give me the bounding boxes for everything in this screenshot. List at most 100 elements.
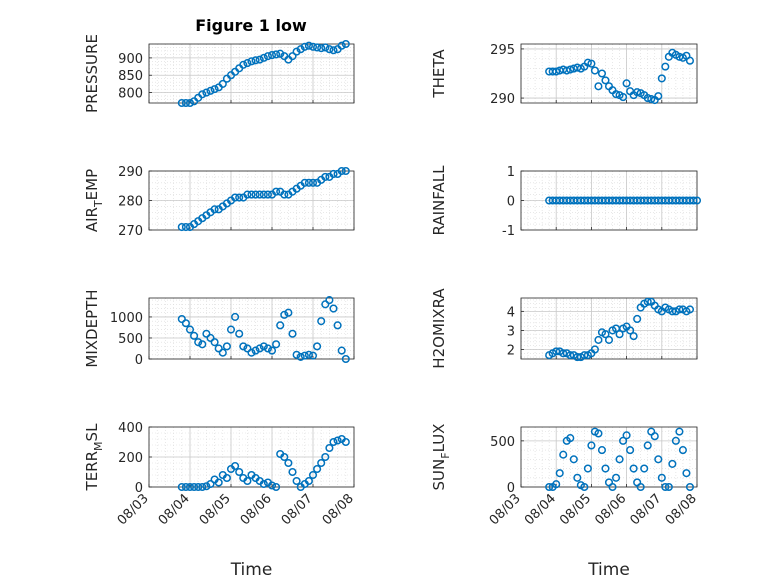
data-point bbox=[337, 166, 346, 176]
data-point bbox=[615, 455, 624, 464]
y-tick-label: 2 bbox=[507, 343, 515, 358]
data-point bbox=[235, 193, 244, 202]
data-point bbox=[573, 353, 582, 362]
data-point bbox=[329, 304, 338, 313]
data-point bbox=[284, 458, 293, 468]
data-point bbox=[210, 205, 219, 214]
data-point bbox=[654, 92, 663, 101]
y-tick-label: 800 bbox=[118, 87, 143, 102]
data-point bbox=[668, 459, 677, 468]
data-point bbox=[629, 464, 638, 473]
data-point bbox=[552, 67, 561, 76]
y-tick-label: 4 bbox=[507, 305, 515, 320]
data-point bbox=[604, 335, 614, 344]
data-point bbox=[231, 461, 240, 471]
data-point bbox=[267, 346, 277, 355]
y-tick-label: 850 bbox=[118, 69, 143, 84]
data-point bbox=[231, 312, 240, 321]
data-point bbox=[280, 452, 289, 462]
data-point bbox=[181, 223, 190, 232]
data-point bbox=[304, 178, 313, 187]
data-point bbox=[619, 93, 628, 102]
y-axis-label: SUNFLUX bbox=[430, 424, 452, 491]
data-point bbox=[597, 69, 607, 78]
data-point bbox=[288, 52, 297, 61]
data-point bbox=[569, 455, 578, 464]
data-point bbox=[590, 66, 599, 75]
data-point bbox=[587, 59, 596, 68]
data-point bbox=[566, 351, 575, 360]
y-tick-label: 295 bbox=[490, 43, 515, 58]
data-point bbox=[300, 178, 309, 187]
data-point bbox=[185, 98, 195, 108]
data-point bbox=[251, 346, 260, 355]
data-point bbox=[247, 57, 256, 66]
y-tick-label: 280 bbox=[118, 195, 143, 210]
data-point bbox=[685, 482, 695, 492]
data-point bbox=[329, 437, 338, 447]
y-tick-label: 0 bbox=[135, 481, 143, 496]
data-point bbox=[198, 482, 207, 492]
data-point bbox=[643, 94, 652, 103]
data-point bbox=[276, 321, 285, 330]
data-point bbox=[597, 446, 607, 455]
data-point bbox=[559, 450, 568, 459]
data-point bbox=[594, 429, 603, 438]
data-point bbox=[255, 344, 264, 353]
data-point bbox=[654, 455, 663, 464]
data-point bbox=[181, 319, 190, 328]
y-axis-label: MIXDEPTH bbox=[83, 289, 101, 367]
data-point bbox=[194, 338, 203, 347]
axes-box bbox=[520, 297, 698, 360]
data-point bbox=[668, 307, 677, 316]
data-point bbox=[341, 166, 350, 176]
data-point bbox=[210, 338, 219, 347]
axes-box bbox=[148, 170, 355, 231]
data-point bbox=[235, 467, 244, 477]
data-point bbox=[247, 348, 256, 357]
data-point bbox=[272, 340, 281, 349]
data-point bbox=[292, 476, 301, 486]
data-point bbox=[304, 476, 313, 486]
y-tick-label: 1 bbox=[507, 165, 515, 180]
axes-box bbox=[148, 426, 355, 488]
data-point bbox=[555, 469, 564, 478]
data-point bbox=[562, 66, 571, 75]
y-axis-label: H2OMIXRA bbox=[430, 288, 448, 369]
data-point bbox=[239, 342, 248, 351]
data-point bbox=[308, 42, 318, 51]
data-point bbox=[325, 296, 334, 305]
y-tick-label: 0 bbox=[507, 481, 515, 496]
data-point bbox=[308, 351, 318, 360]
data-point bbox=[321, 452, 330, 462]
data-point bbox=[226, 325, 236, 334]
data-point bbox=[280, 310, 289, 319]
data-point bbox=[255, 55, 264, 64]
y-tick-label: 0 bbox=[135, 353, 143, 368]
data-point bbox=[198, 90, 207, 99]
data-point bbox=[636, 482, 645, 492]
data-point bbox=[259, 479, 268, 489]
data-point bbox=[594, 82, 603, 91]
data-point bbox=[657, 74, 666, 83]
data-point bbox=[341, 39, 350, 49]
data-point bbox=[566, 65, 575, 74]
data-point bbox=[185, 482, 195, 492]
data-point bbox=[317, 458, 326, 468]
data-point bbox=[308, 178, 318, 187]
data-point bbox=[615, 330, 624, 339]
data-point bbox=[259, 190, 268, 199]
data-point bbox=[218, 79, 227, 88]
data-point bbox=[251, 56, 260, 65]
data-point bbox=[657, 473, 666, 482]
data-point bbox=[263, 190, 272, 199]
data-point bbox=[235, 329, 244, 338]
data-point bbox=[267, 51, 277, 60]
data-point bbox=[333, 436, 342, 445]
y-tick-label: 500 bbox=[490, 435, 515, 450]
plot-area bbox=[521, 427, 697, 487]
data-point bbox=[583, 58, 592, 67]
y-tick-label: 3 bbox=[507, 324, 515, 339]
data-point bbox=[194, 482, 203, 492]
data-point bbox=[650, 432, 659, 441]
